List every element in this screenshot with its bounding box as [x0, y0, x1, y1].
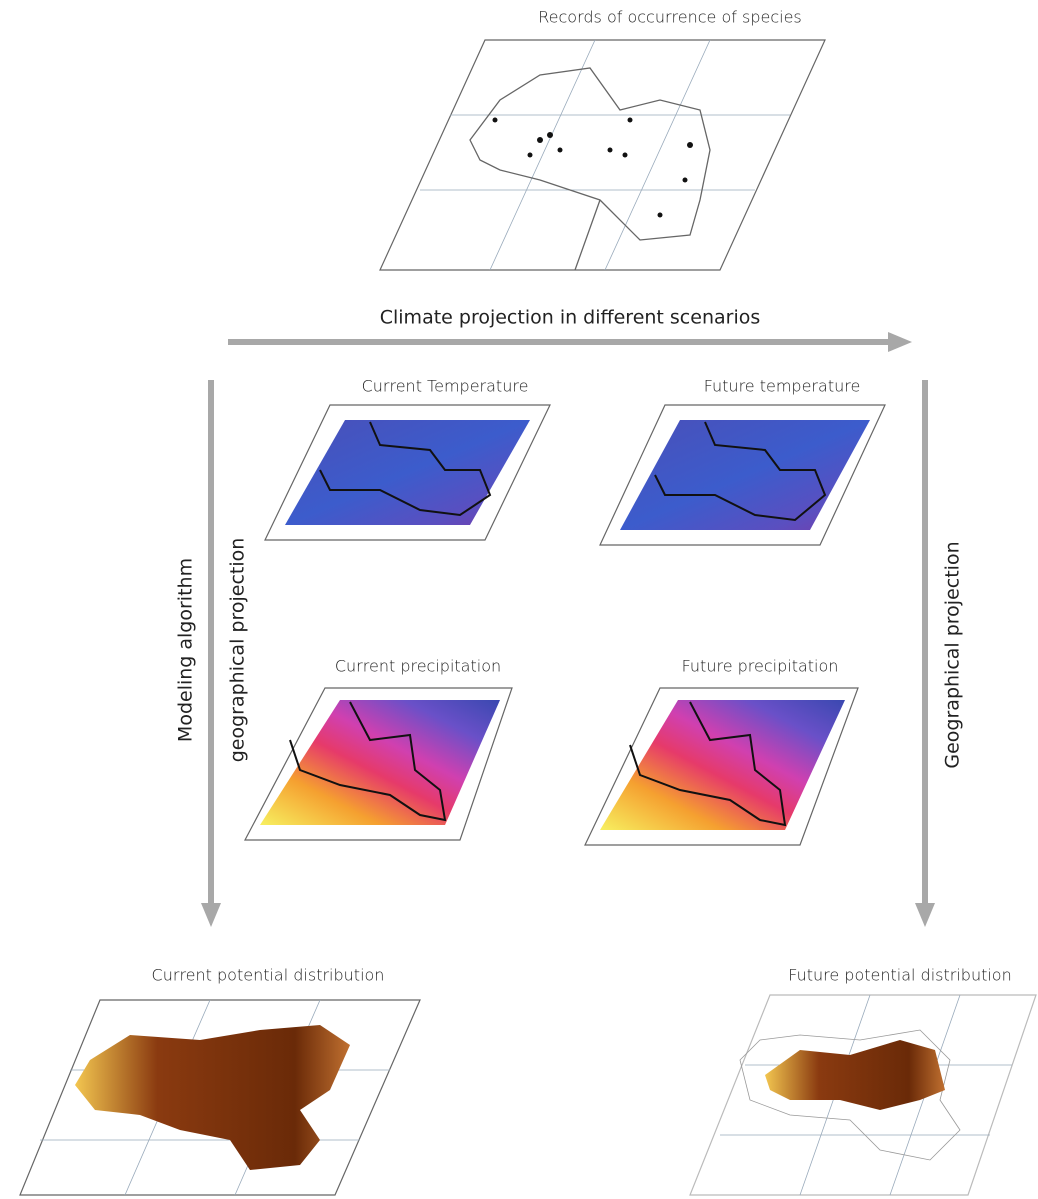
arrow-label: Modeling algorithm: [175, 558, 197, 742]
arrow-label: geographical projection: [227, 538, 249, 763]
panel-label: Current precipitation: [335, 657, 501, 676]
distribution-map: [690, 995, 1036, 1195]
precipitation-map: [245, 688, 512, 840]
panel-label: Current Temperature: [362, 377, 529, 396]
arrow-head: [888, 332, 912, 352]
map-label: Records of occurrence of species: [538, 8, 802, 27]
panel-label: Future temperature: [704, 377, 861, 396]
distribution-map: [20, 1000, 420, 1195]
occurrence-map: [380, 40, 825, 270]
temperature-map: [265, 405, 550, 540]
panel-label: Future precipitation: [682, 657, 839, 676]
arrow-label: Climate projection in different scenario…: [380, 307, 761, 329]
arrow-label: Geographical projection: [942, 541, 964, 768]
arrow-head: [201, 903, 221, 927]
temperature-map: [600, 405, 885, 545]
arrow-head: [915, 903, 935, 927]
output-label: Current potential distribution: [152, 966, 385, 985]
precipitation-map: [585, 688, 858, 845]
output-label: Future potential distribution: [788, 966, 1011, 985]
diagram: Records of occurrence of species Climate…: [0, 0, 1038, 1199]
